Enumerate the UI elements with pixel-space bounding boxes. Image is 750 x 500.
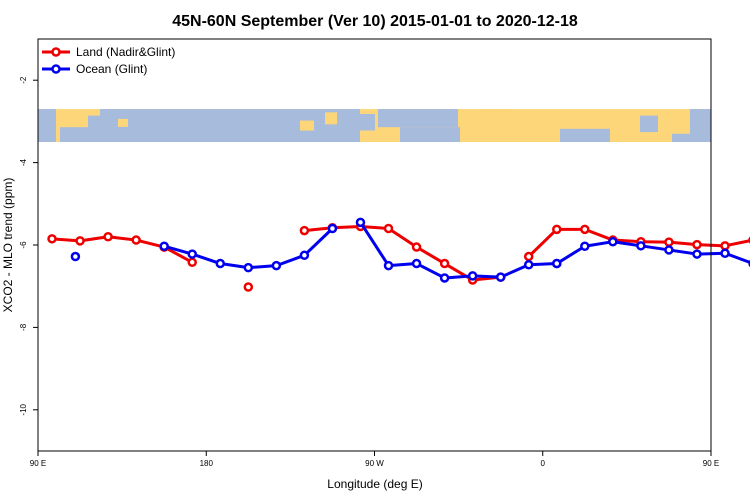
data-point xyxy=(439,273,450,283)
data-point xyxy=(243,282,254,292)
map-ocean-area-0 xyxy=(38,109,56,142)
data-point xyxy=(495,272,506,282)
data-point xyxy=(636,241,646,251)
map-land-area-2 xyxy=(325,112,337,125)
data-point xyxy=(467,271,478,281)
y-axis: -2 -4 -6 -8 -10 xyxy=(19,76,38,416)
y-tick-label: -8 xyxy=(19,323,28,331)
data-point xyxy=(580,241,590,251)
data-point xyxy=(383,223,394,234)
x-tick-label: 180 xyxy=(200,459,214,468)
data-point xyxy=(159,241,169,251)
legend: Land (Nadir&Glint) Ocean (Glint) xyxy=(42,45,175,76)
legend-marker xyxy=(51,47,61,57)
data-point xyxy=(523,260,534,270)
legend-entry: Ocean (Glint) xyxy=(76,62,147,76)
map-land-area-1 xyxy=(300,120,314,131)
data-point xyxy=(271,260,282,271)
data-point xyxy=(299,250,310,261)
y-axis-label: XCO2 - MLO trend (ppm) xyxy=(1,178,15,313)
map-land-area-3 xyxy=(480,109,510,124)
x-tick-label: 90 E xyxy=(30,459,46,468)
x-axis-label: Longitude (deg E) xyxy=(327,477,422,491)
map-ocean-area-8 xyxy=(400,127,460,142)
plot-frame xyxy=(37,38,712,452)
chart-title: 45N-60N September (Ver 10) 2015-01-01 to… xyxy=(172,13,578,30)
data-point xyxy=(75,236,85,246)
data-point xyxy=(131,235,141,245)
map-ocean-area-6 xyxy=(352,132,360,142)
map-ocean-area-11 xyxy=(690,109,711,142)
data-point xyxy=(243,262,254,273)
y-tick-label: -10 xyxy=(19,403,28,415)
data-point xyxy=(299,225,310,236)
data-point xyxy=(70,251,81,262)
data-point xyxy=(187,249,197,259)
data-point xyxy=(720,241,730,251)
map-ocean-area-10 xyxy=(640,115,658,133)
x-tick-label: 90 E xyxy=(703,459,719,468)
data-point xyxy=(608,236,618,247)
data-point xyxy=(552,224,562,235)
x-axis: 90 E 180 90 W 0 90 E xyxy=(30,451,719,468)
series-layer xyxy=(47,217,750,292)
x-tick-label: 0 xyxy=(541,459,546,468)
series-line xyxy=(163,245,193,264)
map-ocean-area-5 xyxy=(345,113,375,131)
map-land-area-4 xyxy=(610,113,622,123)
data-point xyxy=(355,217,366,228)
series-ocean xyxy=(70,217,750,283)
data-point xyxy=(411,242,422,252)
map-ocean-area-7 xyxy=(378,109,458,128)
data-point xyxy=(47,234,57,244)
map-ocean-area-12 xyxy=(672,133,692,142)
world-map-band xyxy=(38,109,711,142)
series-land xyxy=(47,221,750,292)
y-tick-label: -2 xyxy=(19,76,28,84)
y-tick-label: -4 xyxy=(19,158,28,166)
data-point xyxy=(103,232,113,242)
legend-entry: Land (Nadir&Glint) xyxy=(76,45,175,59)
data-point xyxy=(580,224,590,235)
data-point xyxy=(692,249,702,259)
data-point xyxy=(411,258,422,269)
data-point xyxy=(383,260,394,271)
data-point xyxy=(720,248,730,258)
data-point xyxy=(664,237,674,247)
map-land-area-0 xyxy=(118,118,128,127)
data-point xyxy=(664,245,674,255)
map-ocean-area-4 xyxy=(100,109,120,123)
data-point xyxy=(215,258,226,269)
data-point xyxy=(692,239,702,250)
data-point xyxy=(327,223,338,234)
y-tick-label: -6 xyxy=(19,241,28,249)
legend-marker xyxy=(51,64,61,74)
x-tick-label: 90 W xyxy=(365,459,384,468)
data-point xyxy=(552,258,562,269)
data-point xyxy=(439,258,450,269)
map-ocean-area-9 xyxy=(560,128,610,142)
data-point xyxy=(187,257,197,268)
map-ocean-area-3 xyxy=(110,109,360,142)
data-point xyxy=(523,251,534,262)
